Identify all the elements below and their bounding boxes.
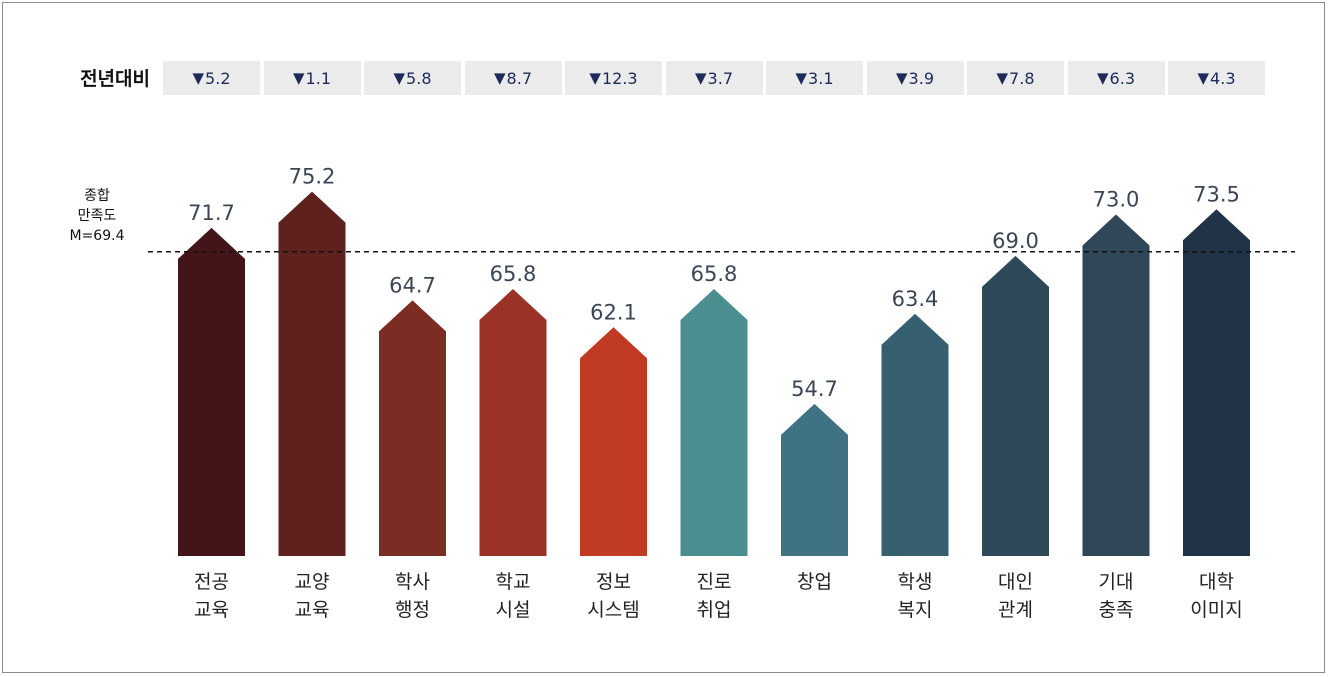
yoy-change-cell: ▼ 8.7: [464, 61, 562, 95]
yoy-change-cell: ▼ 12.3: [565, 61, 662, 95]
bar: [881, 313, 949, 556]
yoy-change-cell: ▼ 1.1: [263, 61, 361, 95]
category-label-line: 창업: [797, 571, 832, 593]
bar: [1082, 214, 1150, 556]
bar-value-label: 73.0: [1093, 187, 1140, 211]
bar: [278, 191, 346, 556]
yoy-change-label: 전년대비: [80, 68, 150, 90]
yoy-change-value: 3.7: [707, 68, 733, 88]
yoy-change-value: 7.8: [1009, 68, 1035, 88]
bar-value-label: 65.8: [490, 262, 537, 286]
yoy-change-value: 12.3: [601, 68, 638, 88]
category-label-line: 정보: [596, 571, 631, 593]
category-label-line: 복지: [897, 599, 933, 621]
category-label-line: 전공: [194, 571, 229, 593]
down-triangle-icon: ▼: [1197, 69, 1210, 87]
down-triangle-icon: ▼: [996, 69, 1009, 87]
yoy-change-cell: ▼ 7.8: [967, 61, 1064, 95]
bar-value-label: 62.1: [590, 300, 637, 324]
bar-value-label: 75.2: [289, 165, 336, 189]
category-label-line: 시설: [495, 599, 531, 621]
bar: [379, 300, 446, 556]
down-triangle-icon: ▼: [795, 69, 808, 87]
category-label-line: 관계: [998, 599, 1033, 621]
yoy-change-cell: ▼ 4.3: [1168, 61, 1265, 95]
average-label-line1: 종합: [84, 188, 110, 204]
down-triangle-icon: ▼: [192, 69, 205, 87]
down-triangle-icon: ▼: [494, 69, 506, 87]
category-label-line: 교양: [294, 571, 330, 593]
category-label-line: 대학: [1199, 571, 1234, 593]
yoy-change-cell: ▼ 3.9: [866, 61, 964, 95]
bar: [178, 227, 245, 556]
bar-value-label: 71.7: [188, 201, 235, 225]
yoy-change-cell: ▼ 3.1: [766, 61, 863, 95]
category-label-line: 대인: [998, 571, 1033, 593]
bar-value-label: 65.8: [691, 262, 738, 286]
category-label-line: 학사: [395, 571, 430, 593]
bar-value-label: 54.7: [791, 377, 838, 401]
down-triangle-icon: ▼: [293, 69, 305, 87]
category-label-line: 이미지: [1190, 599, 1243, 621]
category-label-line: 시스템: [587, 599, 640, 621]
down-triangle-icon: ▼: [393, 69, 406, 87]
yoy-change-value: 3.9: [908, 68, 934, 88]
yoy-change-value: 6.3: [1109, 68, 1135, 88]
category-label-line: 충족: [1098, 599, 1134, 621]
yoy-change-cell: ▼ 6.3: [1067, 61, 1165, 95]
yoy-change-value: 4.3: [1210, 68, 1236, 88]
category-label-line: 학생: [897, 571, 933, 593]
yoy-change-cell: ▼ 5.2: [163, 61, 260, 95]
bar: [580, 327, 647, 556]
bar: [680, 288, 748, 556]
bar-value-label: 69.0: [992, 229, 1039, 253]
bar-value-label: 63.4: [892, 287, 939, 311]
average-label-line2: 만족도: [77, 208, 117, 224]
yoy-change-value: 5.8: [406, 68, 432, 88]
bar-value-label: 73.5: [1193, 182, 1240, 206]
category-label-line: 기대: [1098, 571, 1134, 593]
category-label-line: 교육: [194, 599, 229, 621]
category-label-line: 진로: [696, 571, 732, 593]
down-triangle-icon: ▼: [1097, 69, 1109, 87]
down-triangle-icon: ▼: [695, 69, 707, 87]
category-label-line: 교육: [294, 599, 330, 621]
bar: [479, 288, 547, 556]
bar: [982, 255, 1049, 556]
yoy-change-value: 8.7: [506, 68, 532, 88]
average-satisfaction-label: 종합 만족도 M=69.4: [48, 186, 146, 246]
down-triangle-icon: ▼: [589, 69, 601, 87]
category-label-line: 학교: [495, 571, 531, 593]
category-label-line: 행정: [395, 599, 430, 621]
bar-value-label: 64.7: [389, 273, 436, 297]
yoy-change-cell: ▼ 3.7: [665, 61, 763, 95]
yoy-change-value: 1.1: [305, 68, 331, 88]
category-label-line: 취업: [696, 599, 732, 621]
category-label: 창업: [765, 568, 865, 596]
bar: [1183, 209, 1250, 556]
yoy-change-value: 3.1: [808, 68, 834, 88]
bar: [781, 403, 848, 556]
yoy-change-cell: ▼ 5.8: [364, 61, 461, 95]
down-triangle-icon: ▼: [896, 69, 908, 87]
average-label-line3: M=69.4: [69, 228, 125, 244]
yoy-change-value: 5.2: [205, 68, 231, 88]
